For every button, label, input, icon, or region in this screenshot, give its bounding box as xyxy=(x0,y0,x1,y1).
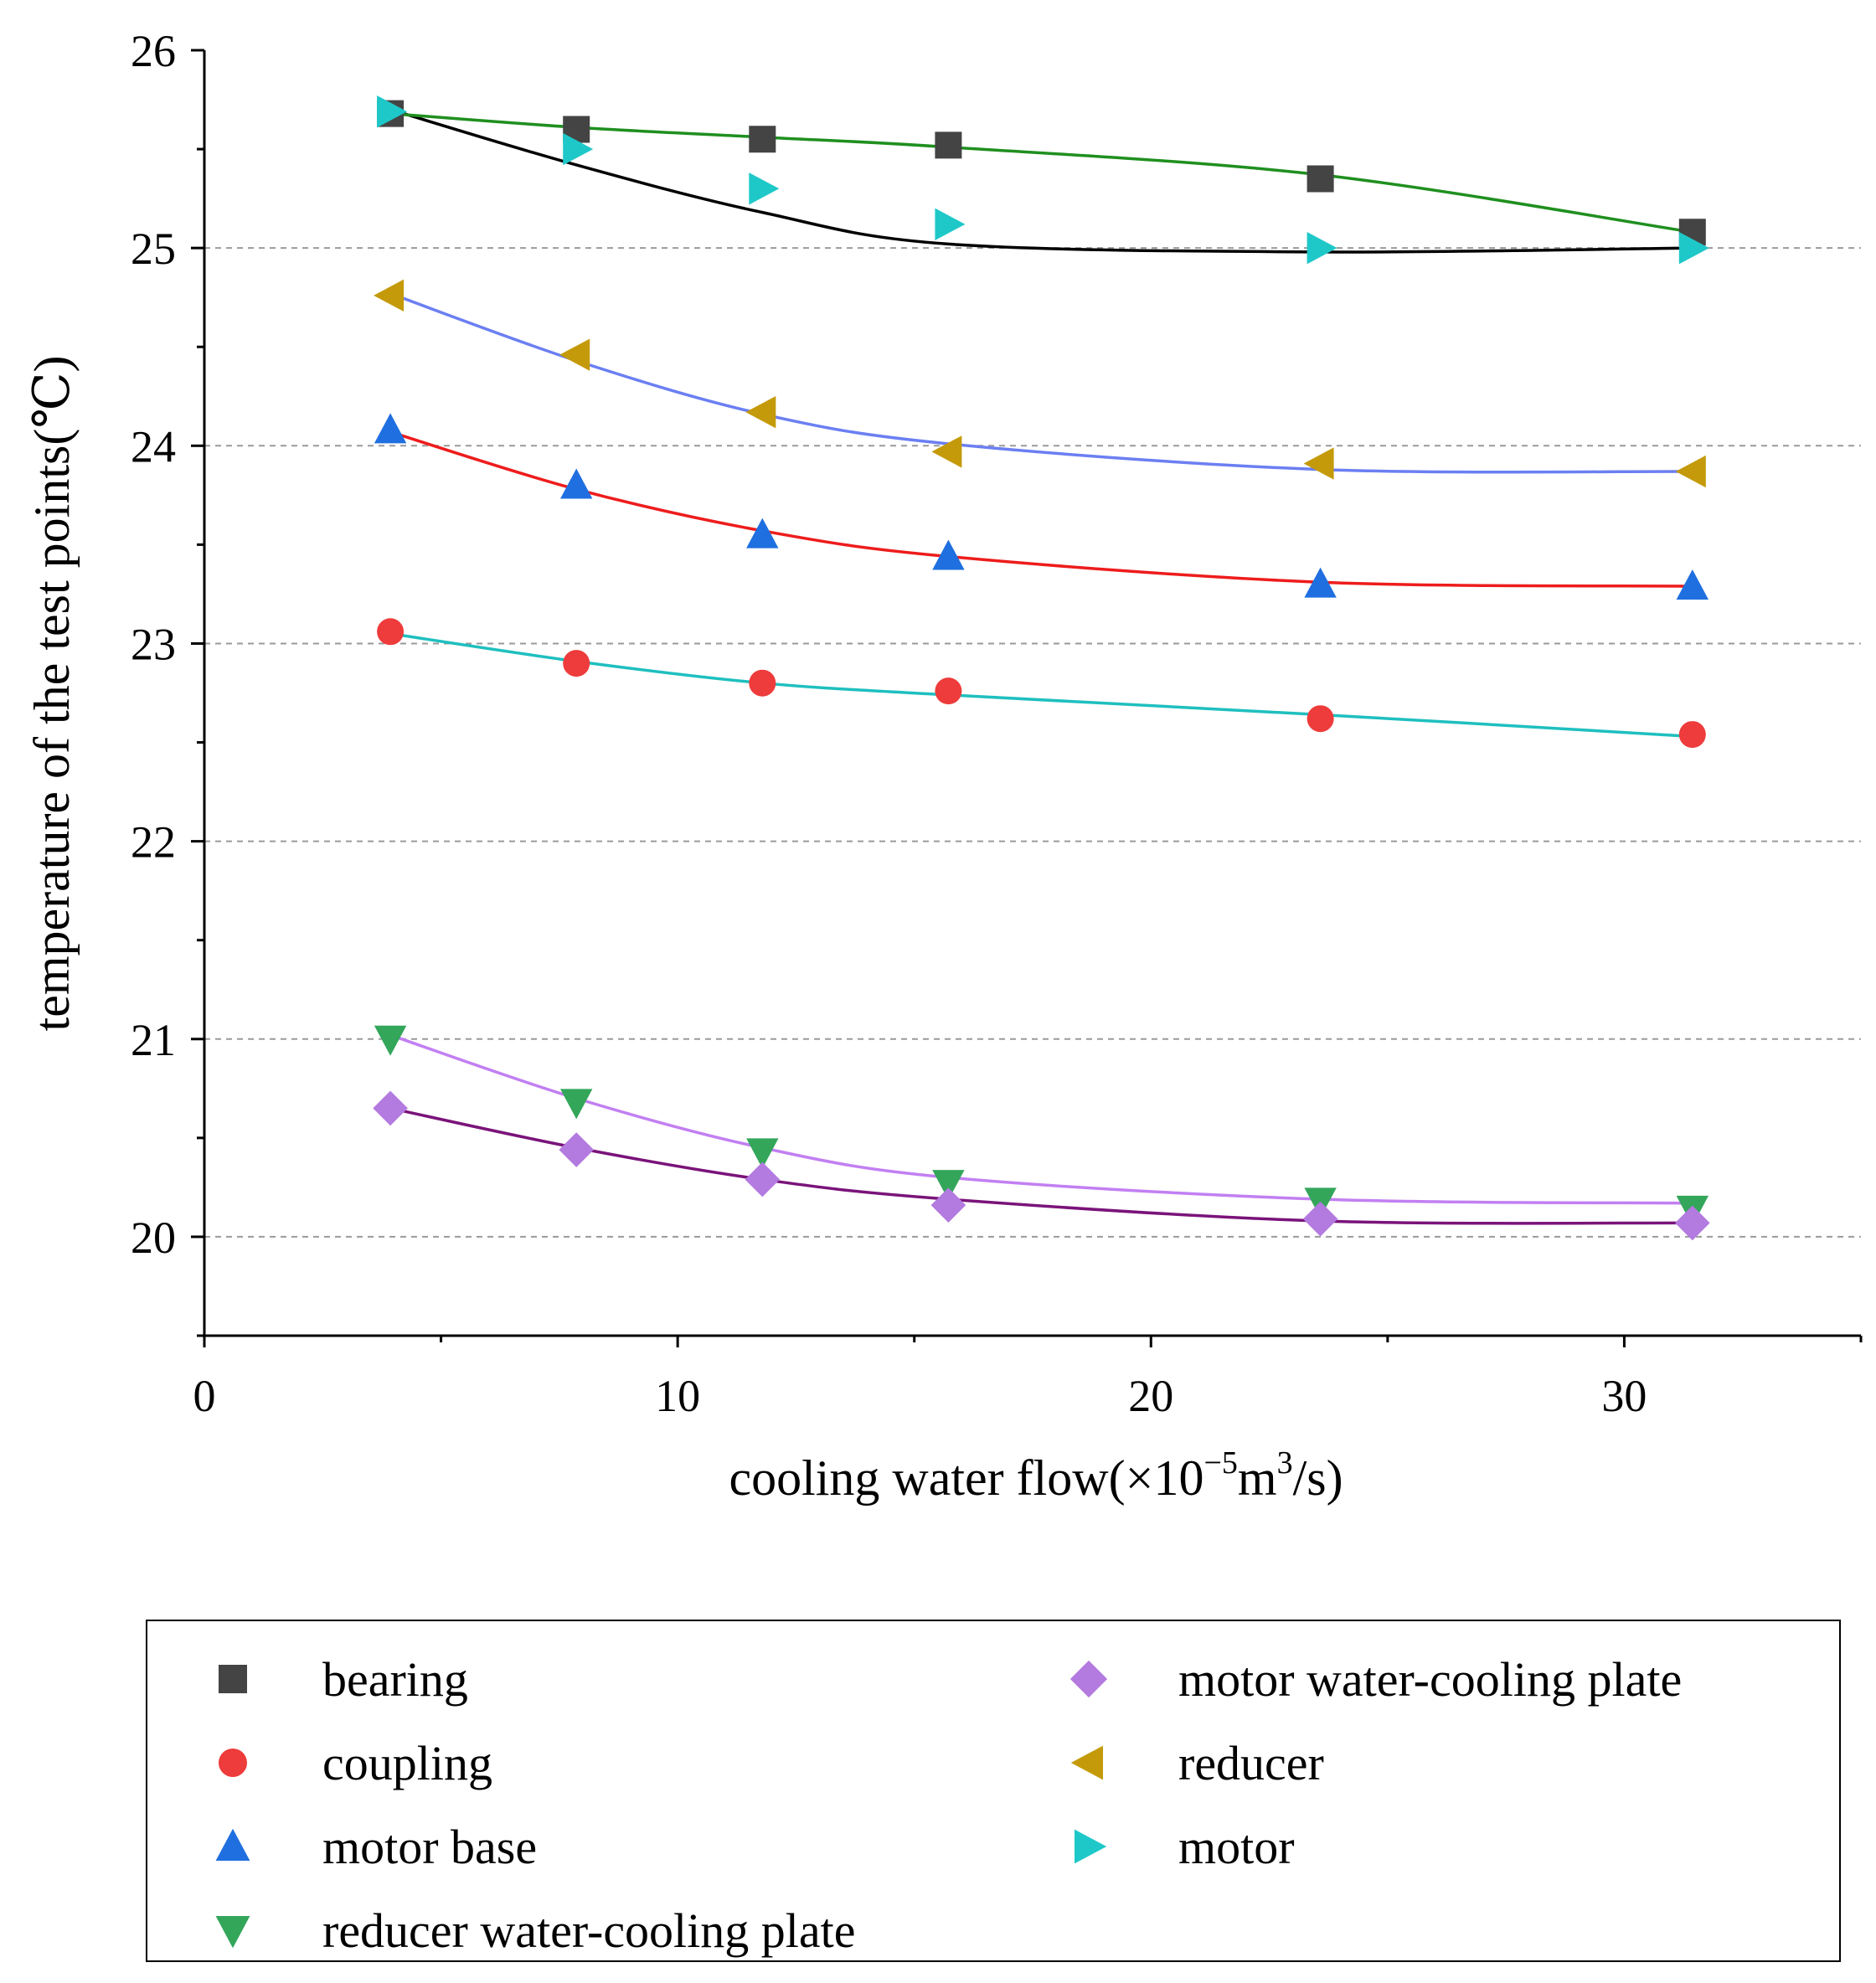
legend-label-reducer-water-cooling-plate: reducer water-cooling plate xyxy=(322,1903,856,1958)
legend-item-motor-water-cooling-plate: motor water-cooling plate xyxy=(1069,1652,1682,1707)
series-reducer-water-cooling-plate xyxy=(374,1025,1709,1226)
data-point-bearing xyxy=(563,116,590,143)
data-point-reducer xyxy=(374,279,405,312)
ticks: 0 10 20 30 20 21 22 23 24 25 26 xyxy=(131,26,1863,1421)
data-point-motor-base xyxy=(1676,569,1709,600)
series-motor xyxy=(377,95,1709,265)
x-tick-label: 30 xyxy=(1601,1371,1647,1421)
legend-box xyxy=(146,1620,1841,1962)
legend-marker-bearing xyxy=(219,1665,247,1693)
y-tick-label: 26 xyxy=(131,26,176,76)
legend-item-reducer-water-cooling-plate: reducer water-cooling plate xyxy=(215,1903,856,1958)
axes xyxy=(203,50,1861,1337)
data-point-motor-base xyxy=(932,539,965,570)
data-point-motor-water-cooling-plate xyxy=(1302,1201,1338,1237)
data-point-reducer-water-cooling-plate xyxy=(746,1138,779,1169)
data-point-motor xyxy=(563,132,594,166)
data-point-motor xyxy=(377,95,408,128)
series-coupling xyxy=(377,618,1706,749)
legend-item-coupling: coupling xyxy=(219,1736,492,1790)
legend-label-motor-base: motor base xyxy=(322,1820,537,1874)
x-tick-label: 10 xyxy=(655,1371,700,1421)
legend-item-bearing: bearing xyxy=(219,1652,468,1707)
data-point-motor-base xyxy=(560,468,593,499)
x-axis-title-part3: /s) xyxy=(1293,1450,1343,1506)
y-tick-label: 24 xyxy=(131,421,176,471)
data-point-bearing xyxy=(935,131,962,159)
y-tick-label: 23 xyxy=(131,619,176,669)
x-axis-title-part2: m xyxy=(1238,1450,1277,1506)
data-point-coupling xyxy=(563,650,590,677)
x-tick-label: 20 xyxy=(1128,1371,1173,1421)
data-point-reducer-water-cooling-plate xyxy=(560,1089,593,1120)
data-point-motor xyxy=(1306,231,1337,265)
data-point-reducer-water-cooling-plate xyxy=(374,1025,407,1056)
legend-marker-motor-water-cooling-plate xyxy=(1069,1660,1108,1698)
legend-marker-motor xyxy=(1075,1829,1107,1864)
data-point-motor-water-cooling-plate xyxy=(745,1161,781,1198)
data-point-motor xyxy=(935,208,966,241)
legend-label-coupling: coupling xyxy=(322,1736,492,1790)
data-point-motor-base xyxy=(1304,567,1337,598)
legend-item-motor-base: motor base xyxy=(215,1820,537,1874)
legend-marker-reducer-water-cooling-plate xyxy=(215,1916,250,1949)
legend-marker-motor-base xyxy=(215,1828,250,1861)
data-point-motor xyxy=(1678,231,1709,265)
legend-marker-reducer xyxy=(1070,1745,1103,1780)
data-point-coupling xyxy=(1678,721,1706,749)
y-axis-title: temperature of the test points(℃) xyxy=(24,356,80,1032)
data-point-reducer xyxy=(1303,447,1334,480)
data-point-motor-water-cooling-plate xyxy=(559,1132,595,1167)
data-point-reducer xyxy=(1675,455,1706,488)
fit-curve-motor-base xyxy=(389,430,1693,588)
x-tick-label: 0 xyxy=(193,1371,216,1421)
y-tick-label: 20 xyxy=(131,1213,176,1263)
fit-curve-reducer-water-cooling-plate xyxy=(389,1033,1693,1205)
data-point-motor-water-cooling-plate xyxy=(930,1187,966,1223)
legend-label-motor: motor xyxy=(1178,1820,1295,1874)
data-point-reducer-water-cooling-plate xyxy=(932,1170,965,1201)
fit-curve-motor-water-cooling-plate xyxy=(389,1106,1693,1225)
data-point-coupling xyxy=(1306,705,1334,733)
legend-label-reducer: reducer xyxy=(1178,1736,1324,1790)
data-point-reducer xyxy=(745,395,776,429)
legend-label-motor-water-cooling-plate: motor water-cooling plate xyxy=(1178,1652,1682,1707)
y-tick-label: 22 xyxy=(131,817,176,868)
series-motor-base xyxy=(374,413,1709,600)
x-axis-title: cooling water flow(×10−5m3/s) xyxy=(729,1445,1343,1506)
data-point-motor xyxy=(749,173,780,205)
legend-marker-coupling xyxy=(219,1749,247,1777)
y-tick-label: 25 xyxy=(131,224,176,274)
legend-item-reducer: reducer xyxy=(1070,1736,1324,1790)
series-motor-water-cooling-plate xyxy=(373,1090,1710,1241)
grid-layer xyxy=(204,247,1861,1238)
legend-item-motor: motor xyxy=(1075,1820,1295,1874)
data-point-coupling xyxy=(377,618,405,646)
x-axis-title-exp2: 3 xyxy=(1277,1445,1293,1481)
data-point-motor-base xyxy=(374,413,407,444)
fit-curve-bearing xyxy=(389,108,1693,254)
data-markers xyxy=(373,95,1710,1241)
legend-label-bearing: bearing xyxy=(322,1652,468,1707)
data-point-bearing xyxy=(1306,165,1334,193)
series-reducer xyxy=(374,279,1706,488)
series-bearing xyxy=(377,100,1706,246)
data-point-motor-water-cooling-plate xyxy=(1675,1205,1710,1241)
data-point-coupling xyxy=(935,677,962,705)
data-point-reducer xyxy=(559,338,590,371)
data-point-motor-water-cooling-plate xyxy=(373,1090,408,1126)
x-axis-title-part1: cooling water flow(×10 xyxy=(729,1450,1203,1506)
fit-curve-coupling xyxy=(389,631,1693,739)
y-tick-label: 21 xyxy=(131,1015,176,1065)
data-point-bearing xyxy=(749,126,776,153)
legend: bearing coupling motor base reducer water-c… xyxy=(146,1620,1841,1962)
data-point-motor-base xyxy=(746,518,779,549)
data-point-reducer xyxy=(931,435,962,468)
x-axis-title-exp1: −5 xyxy=(1203,1445,1237,1481)
data-point-coupling xyxy=(749,669,776,697)
